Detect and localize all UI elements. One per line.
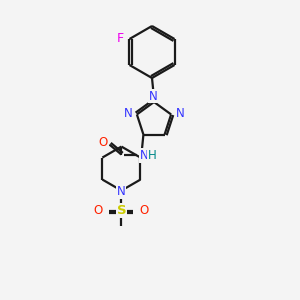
- Text: F: F: [117, 32, 124, 44]
- Text: O: O: [94, 204, 103, 217]
- Text: O: O: [99, 136, 108, 149]
- Text: N: N: [124, 107, 132, 120]
- Text: S: S: [117, 204, 126, 217]
- Text: O: O: [140, 204, 149, 217]
- Text: N: N: [117, 185, 126, 198]
- Text: H: H: [148, 149, 157, 162]
- Text: N: N: [148, 89, 158, 103]
- Text: N: N: [140, 149, 149, 162]
- Text: N: N: [176, 107, 184, 120]
